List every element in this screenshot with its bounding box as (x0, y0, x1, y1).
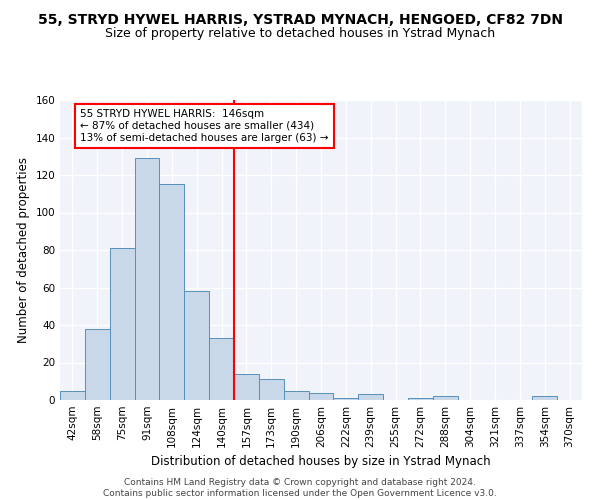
Y-axis label: Number of detached properties: Number of detached properties (17, 157, 30, 343)
Bar (160, 184, 184, 400)
Bar (60, 390, 85, 400)
Bar (284, 390, 308, 400)
Bar (134, 158, 160, 400)
Bar (234, 374, 259, 400)
Bar (433, 396, 458, 400)
Bar (259, 380, 284, 400)
Bar (334, 398, 358, 400)
Bar (209, 338, 234, 400)
Text: Contains HM Land Registry data © Crown copyright and database right 2024.
Contai: Contains HM Land Registry data © Crown c… (103, 478, 497, 498)
Bar (308, 392, 334, 400)
Text: 55, STRYD HYWEL HARRIS, YSTRAD MYNACH, HENGOED, CF82 7DN: 55, STRYD HYWEL HARRIS, YSTRAD MYNACH, H… (37, 12, 563, 26)
X-axis label: Distribution of detached houses by size in Ystrad Mynach: Distribution of detached houses by size … (151, 456, 491, 468)
Text: 55 STRYD HYWEL HARRIS:  146sqm
← 87% of detached houses are smaller (434)
13% of: 55 STRYD HYWEL HARRIS: 146sqm ← 87% of d… (80, 110, 328, 142)
Bar (358, 394, 383, 400)
Bar (110, 248, 134, 400)
Bar (184, 291, 209, 400)
Bar (85, 329, 110, 400)
Bar (408, 398, 433, 400)
Text: Size of property relative to detached houses in Ystrad Mynach: Size of property relative to detached ho… (105, 28, 495, 40)
Bar (532, 396, 557, 400)
